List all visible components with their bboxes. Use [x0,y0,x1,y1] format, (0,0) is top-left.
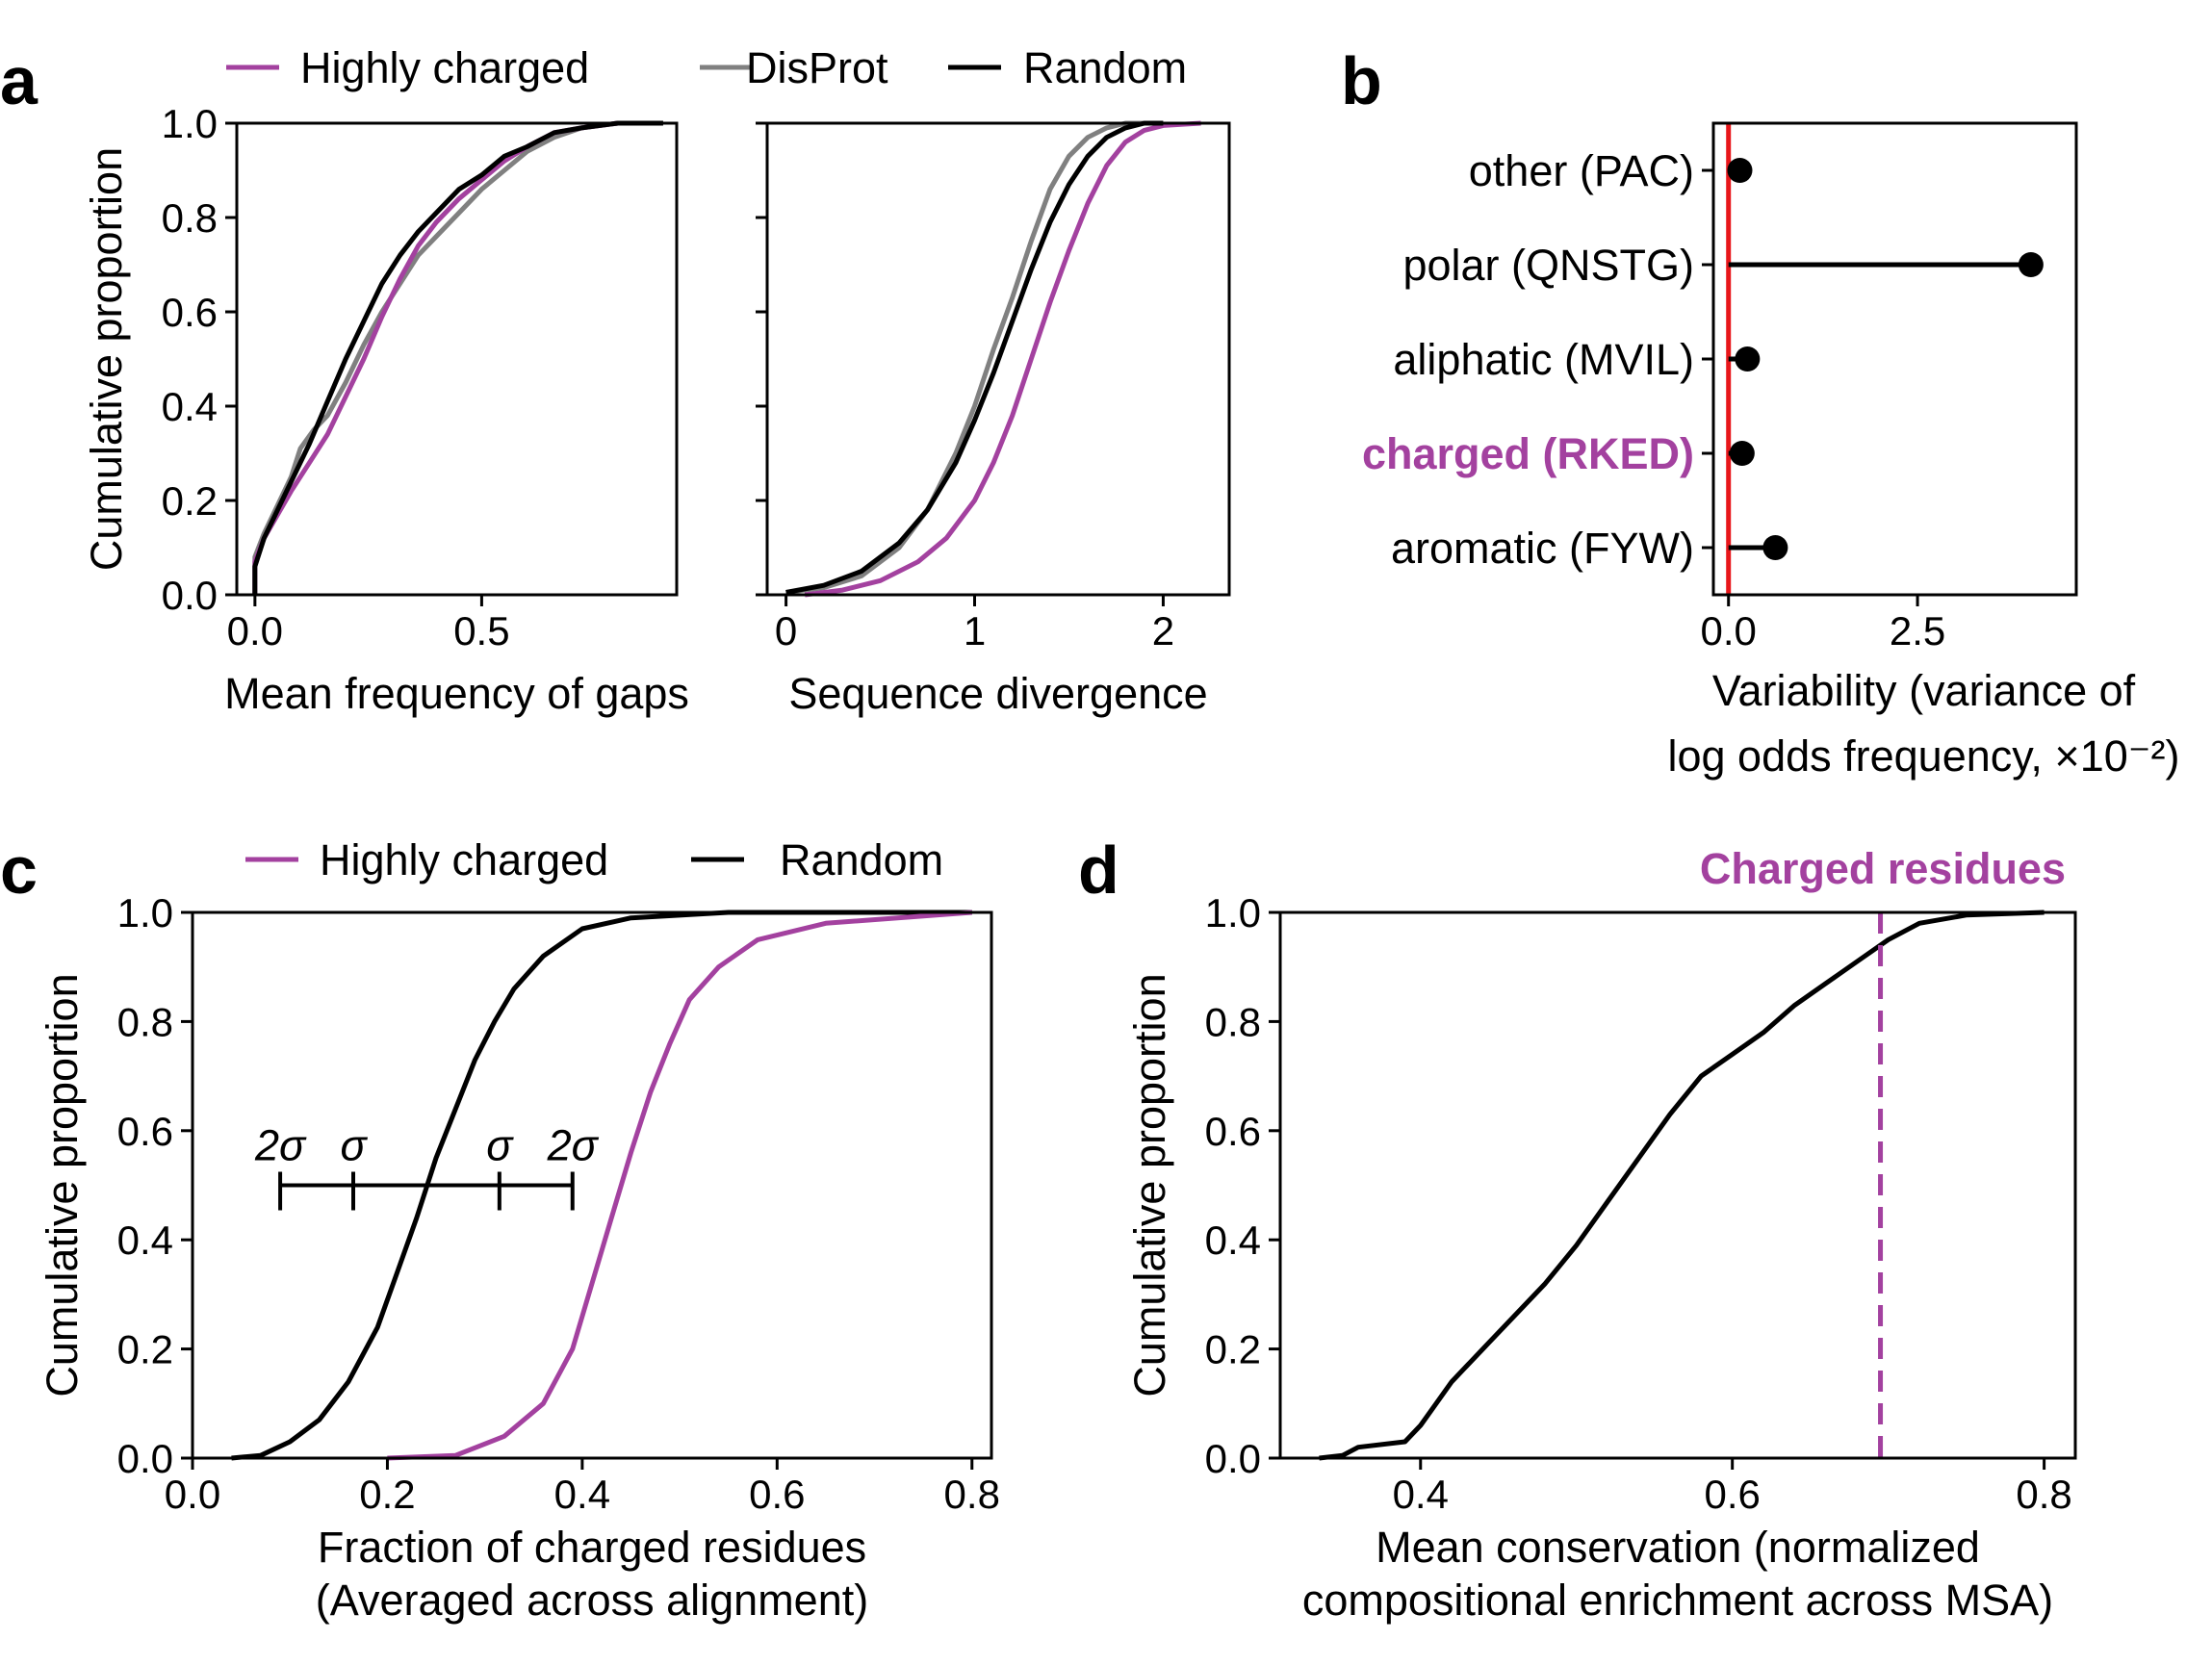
chart-sequence-divergence: 0 1 2 Sequence divergence [756,120,1231,718]
y-tick-label: 0.4 [117,1217,173,1263]
sigma-label: σ [486,1121,514,1170]
x-tick-label: 0.4 [554,1472,610,1517]
y-tick-label: 0.8 [162,195,218,241]
y-tick-label: 0.0 [162,573,218,618]
dot-marker [1729,441,1755,466]
category-label: aliphatic (MVIL) [1393,335,1694,384]
y-tick-label: 0.2 [1205,1327,1261,1372]
x-tick-label: 0.0 [227,608,283,654]
axes-frame [765,121,1231,597]
panel-letter-a: a [0,43,39,118]
y-tick-label: 0.4 [162,384,218,429]
y-tick-label: 0.6 [117,1109,173,1154]
category-label: polar (QNSTG) [1402,241,1694,290]
y-tick-label: 0.0 [117,1436,173,1481]
legend-c-label-random: Random [780,835,943,884]
axes-frame [235,121,679,597]
y-tick-label: 0.6 [162,290,218,335]
x-tick-label: 0.5 [453,608,509,654]
dot-marker [1727,158,1753,183]
y-tick-label: 0.0 [1205,1436,1261,1481]
chart-gap-frequency: 0.0 0.5 0.0 0.2 0.4 0.6 0.8 1.0 Mean frequency o… [82,101,689,718]
legend-a-label-charged: Highly charged [300,43,589,92]
sigma-label: 2σ [254,1121,307,1170]
sigma-label: 2σ [547,1121,600,1170]
series-line-disprot [785,120,1145,595]
chart-variability: other (PAC) polar (QNSTG) aliphatic (MVIL)… [1362,121,2180,781]
dot-marker [2018,252,2044,277]
x-axis-label: Sequence divergence [788,669,1207,718]
x-axis-label-line: Fraction of charged residues [318,1523,866,1572]
axes-frame [1278,910,2077,1460]
legend-a: Highly charged DisProt Random [226,43,1187,92]
y-tick-label: 1.0 [162,101,218,146]
x-tick-label: 0.8 [2016,1472,2071,1517]
charged-residues-label: Charged residues [1700,844,2066,893]
series-line-random [252,120,663,595]
x-tick-label: 2 [1152,608,1174,654]
dot-marker [1762,535,1788,560]
panel-letter-c: c [0,833,38,908]
x-tick-label: 0.0 [165,1472,220,1517]
series-line-random [231,910,972,1461]
x-tick-label: 0.4 [1393,1472,1449,1517]
series-line-highly-charged [387,910,972,1461]
legend-c: Highly charged Random [245,835,943,884]
series-line-highly-charged [252,120,619,595]
series-line-random [785,120,1164,595]
panel-letter-b: b [1341,43,1382,118]
legend-a-label-random: Random [1023,43,1187,92]
y-tick-label: 0.6 [1205,1109,1261,1154]
y-tick-label: 0.2 [162,478,218,524]
x-axis-label-line: Variability (variance of [1712,666,2136,715]
x-tick-label: 0.6 [1704,1472,1760,1517]
chart-mean-conservation: Charged residues 0.4 0.6 0.8 0.0 0.2 0.4 0.6 0.8… [1125,844,2077,1625]
x-axis-label-line: (Averaged across alignment) [316,1576,868,1625]
category-label: other (PAC) [1469,146,1694,195]
y-tick-label: 0.8 [117,999,173,1044]
series-line-cdf [1319,910,2045,1461]
y-axis-label: Cumulative proportion [82,147,131,571]
x-tick-label: 0 [775,608,797,654]
x-tick-label: 0.8 [944,1472,1000,1517]
y-axis-label: Cumulative proportion [38,973,87,1397]
x-tick-label: 2.5 [1890,608,1945,654]
x-axis-label: Mean frequency of gaps [224,669,689,718]
dot-marker [1735,346,1761,372]
x-tick-label: 1 [964,608,986,654]
axes-frame [191,910,993,1460]
series-line-highly-charged [804,120,1201,598]
legend-c-label-charged: Highly charged [320,835,608,884]
series-line-disprot [252,120,663,595]
chart-charged-fraction: 2σ σ σ 2σ 0.0 0.2 0.4 0.6 0.8 0.0 0.2 0.4 0.6 0.8 1.0 F… [38,890,1000,1625]
y-tick-label: 0.4 [1205,1217,1261,1263]
legend-a-label-disprot: DisProt [746,43,888,92]
category-label: aromatic (FYW) [1391,524,1694,573]
y-tick-label: 1.0 [1205,890,1261,936]
y-axis-label: Cumulative proportion [1125,973,1174,1397]
y-tick-label: 0.8 [1205,999,1261,1044]
x-axis-label-line: log odds frequency, ×10⁻²) [1668,731,2180,781]
x-axis-label-line: Mean conservation (normalized [1376,1523,1980,1572]
x-tick-label: 0.6 [749,1472,805,1517]
category-label: charged (RKED) [1362,429,1694,478]
x-axis-label-line: compositional enrichment across MSA) [1302,1576,2053,1625]
axes-frame [1711,121,2078,597]
panel-letter-d: d [1078,833,1119,908]
x-tick-label: 0.0 [1701,608,1757,654]
y-tick-label: 0.2 [117,1327,173,1372]
y-tick-label: 1.0 [117,890,173,936]
sigma-label: σ [340,1121,368,1170]
x-tick-label: 0.2 [359,1472,415,1517]
